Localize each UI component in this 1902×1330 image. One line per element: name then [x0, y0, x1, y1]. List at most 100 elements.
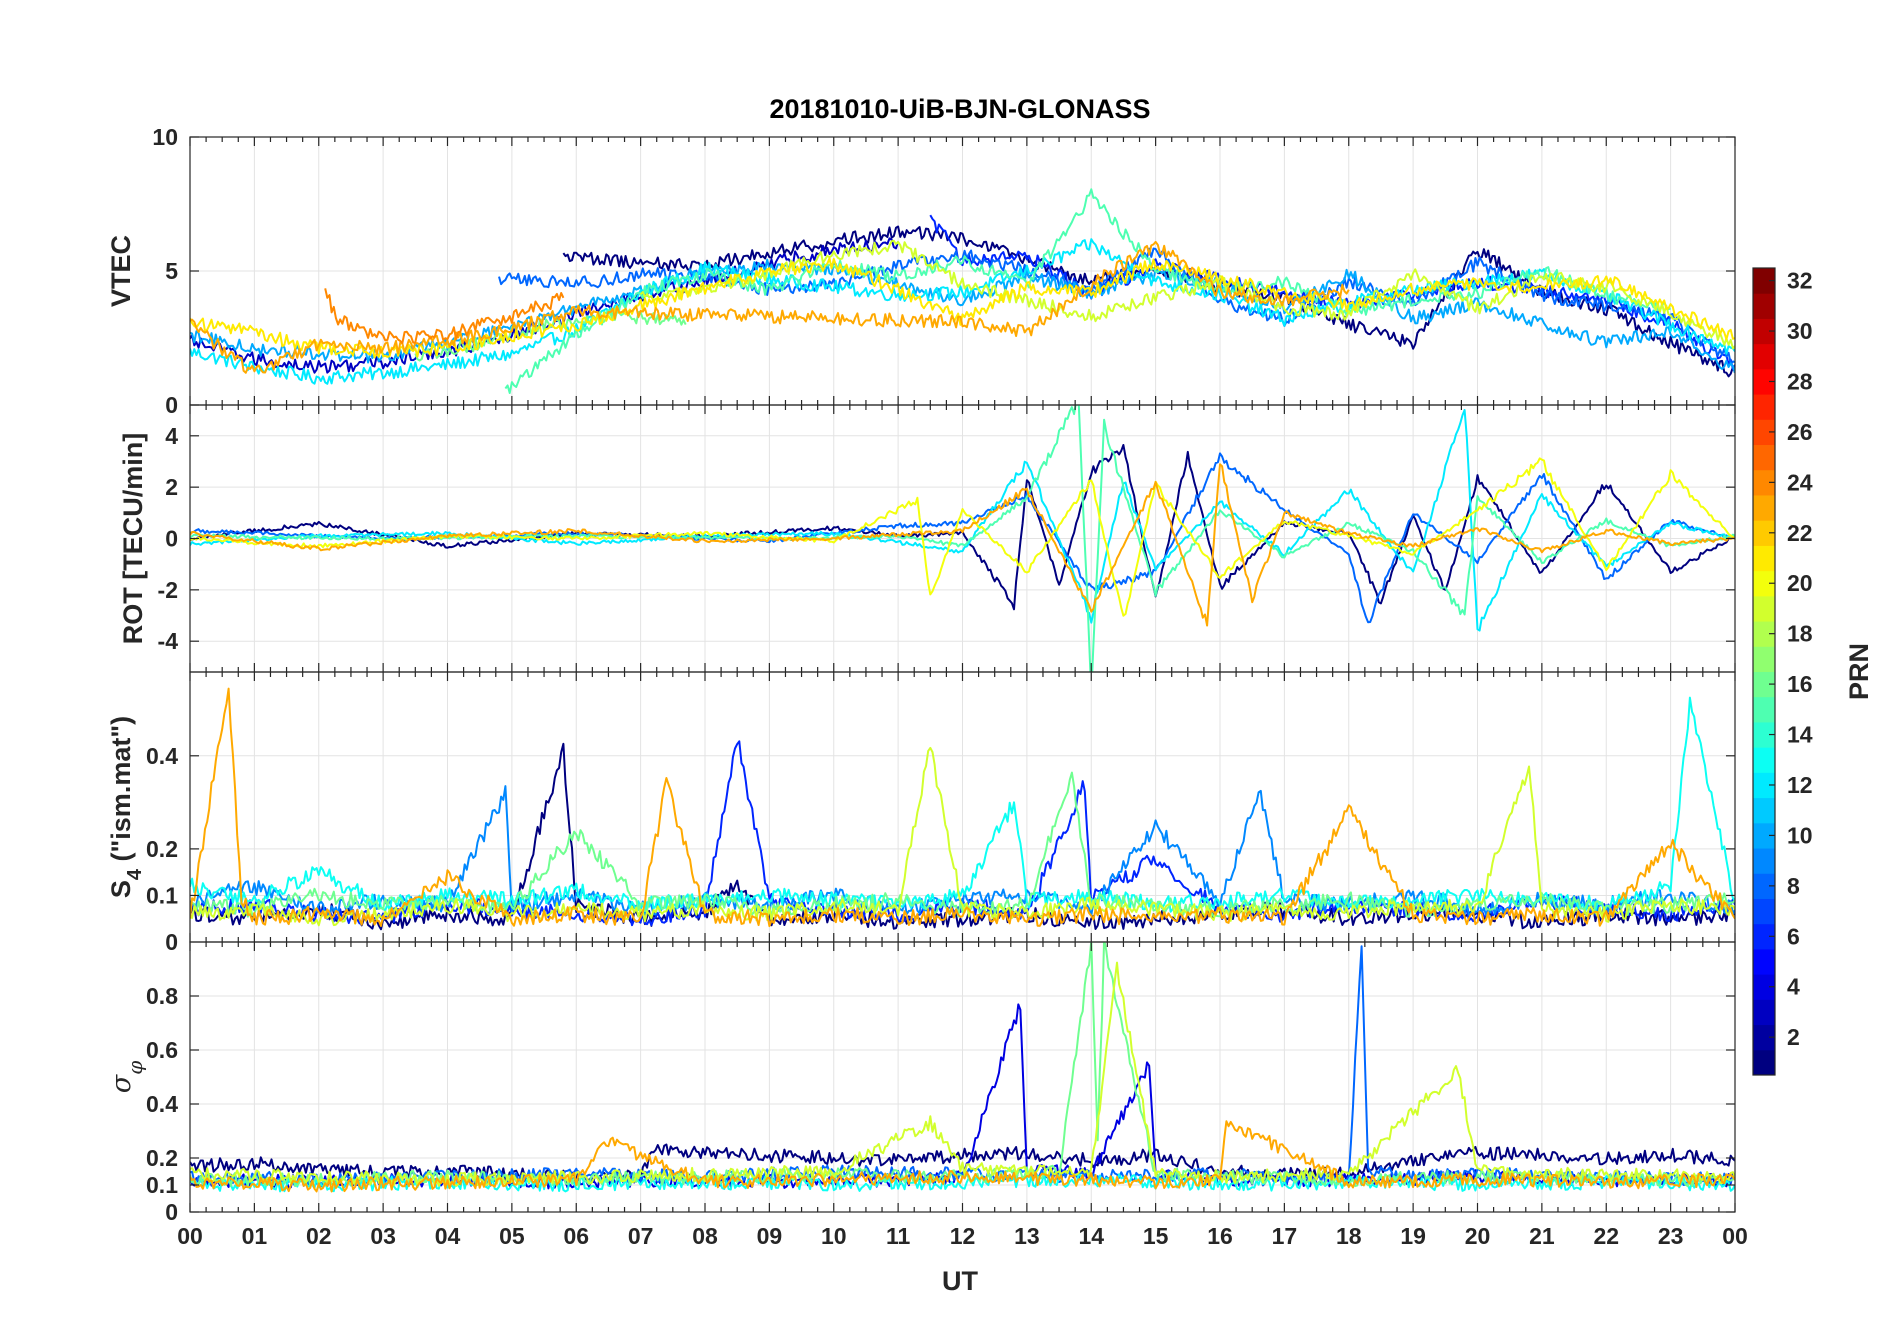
colorbar-swatch — [1753, 696, 1775, 723]
traces-vtec — [190, 188, 1735, 394]
ticks-rot — [189, 405, 1736, 672]
traces-s4 — [190, 687, 1735, 931]
colorbar-swatch — [1753, 545, 1775, 572]
x-tick-label: 11 — [886, 1223, 911, 1249]
x-tick-label: 09 — [757, 1223, 783, 1249]
colorbar-tick-label: 30 — [1787, 318, 1813, 344]
colorbar-swatch — [1753, 318, 1775, 345]
colorbar-tick-label: 24 — [1787, 469, 1813, 495]
colorbar-tick-label: 14 — [1787, 722, 1813, 748]
series-vtec-prn-10 — [190, 258, 1735, 374]
series-s4-prn-13 — [190, 696, 1735, 913]
colorbar-swatch — [1753, 444, 1775, 471]
x-tick-label: 08 — [692, 1223, 718, 1249]
series-sigma_phi-prn-23 — [190, 1120, 1735, 1193]
x-tick-label: 23 — [1658, 1223, 1684, 1249]
x-tick-label: 00 — [177, 1223, 203, 1249]
x-tick-label: 14 — [1078, 1223, 1104, 1249]
colorbar-swatch — [1753, 394, 1775, 420]
y-tick-label-top-sigma_phi: 0 — [165, 929, 178, 955]
x-tick-label: 22 — [1593, 1223, 1619, 1249]
colorbar-swatch — [1753, 999, 1775, 1026]
colorbar-swatch — [1753, 343, 1775, 370]
x-tick-label: 10 — [821, 1223, 847, 1249]
series-rot-prn-12 — [190, 409, 1735, 632]
series-vtec-prn-21 — [190, 257, 1735, 359]
colorbar-swatch — [1753, 797, 1775, 824]
y-tick-label-vtec: 0 — [165, 392, 178, 418]
colorbar-tick-label: 2 — [1787, 1024, 1800, 1050]
chart-title: 20181010-UiB-BJN-GLONASS — [769, 94, 1150, 124]
y-tick-label-vtec: 5 — [165, 258, 178, 284]
colorbar-tick-label: 22 — [1787, 520, 1813, 546]
colorbar-swatch — [1753, 898, 1775, 925]
colorbar-tick-label: 28 — [1787, 368, 1813, 394]
colorbar-tick-label: 12 — [1787, 772, 1813, 798]
panel-rot: -4 -2 0 2 4 ROT [TECU/min] — [118, 404, 1736, 673]
colorbar-swatch — [1753, 494, 1775, 521]
x-tick-label: 04 — [435, 1223, 461, 1249]
x-tick-label: 13 — [1014, 1223, 1040, 1249]
ticks-vtec — [189, 136, 1736, 406]
y-tick-label-rot: -4 — [158, 628, 179, 654]
y-tick-label-sigma_phi: 0.6 — [146, 1037, 178, 1063]
panel-s4: 0.1 0.2 0.4S4 ("ism.mat") — [106, 671, 1736, 943]
colorbar-swatch — [1753, 974, 1775, 1000]
series-vtec-prn-19 — [639, 239, 1735, 350]
colorbar-swatch — [1753, 721, 1775, 748]
x-tick-label: 02 — [306, 1223, 332, 1249]
x-tick-label: 07 — [628, 1223, 654, 1249]
series-s4-prn-23 — [190, 687, 1735, 928]
y-tick-label-rot: 0 — [165, 526, 178, 552]
colorbar-tick-label: 10 — [1787, 822, 1813, 848]
x-tick-label: 05 — [499, 1223, 525, 1249]
colorbar-tick-label: 4 — [1787, 974, 1800, 1000]
ticks-s4 — [189, 672, 1736, 942]
x-tick-label: 15 — [1143, 1223, 1169, 1249]
series-vtec-prn-15 — [504, 188, 1671, 394]
colorbar-swatch — [1753, 1024, 1775, 1051]
colorbar-frame — [1752, 267, 1776, 1076]
series-sigma_phi-prn-19 — [190, 961, 1735, 1187]
y-tick-label-sigma_phi: 0 — [165, 1199, 178, 1225]
colorbar-swatch — [1753, 923, 1775, 950]
y-axis-label-sigma_phi: σφ — [106, 1061, 147, 1093]
y-tick-label-sigma_phi: 0.4 — [146, 1091, 178, 1117]
colorbar-tick-label: 6 — [1787, 923, 1800, 949]
colorbar-tick-label: 16 — [1787, 671, 1813, 697]
series-rot-prn-23 — [190, 463, 1735, 627]
colorbar-swatch — [1753, 469, 1775, 496]
y-axis-label-rot: ROT [TECU/min] — [118, 433, 148, 644]
colorbar-tick-label: 26 — [1787, 419, 1813, 445]
x-axis-label: UT — [942, 1266, 978, 1296]
colorbar-swatch — [1753, 293, 1775, 319]
colorbar-swatch — [1753, 948, 1775, 975]
traces-sigma_phi — [190, 942, 1735, 1193]
series-vtec-prn-23 — [190, 240, 1350, 374]
x-tick-label: 12 — [950, 1223, 976, 1249]
x-tick-label: 17 — [1272, 1223, 1298, 1249]
x-tick-label: 16 — [1207, 1223, 1233, 1249]
colorbar-swatch — [1753, 419, 1775, 446]
ticks-sigma_phi — [189, 942, 1736, 1213]
colorbar-tick-label: 32 — [1787, 268, 1813, 294]
y-tick-label-s4: 0.1 — [146, 882, 178, 908]
x-tick-label: 18 — [1336, 1223, 1362, 1249]
x-tick-label: 00 — [1722, 1223, 1748, 1249]
colorbar-swatch — [1753, 368, 1775, 395]
y-axis-label-vtec: VTEC — [106, 235, 136, 307]
colorbar-swatch — [1753, 671, 1775, 698]
colorbar-swatch — [1753, 621, 1775, 647]
series-s4-prn-19 — [190, 746, 1735, 927]
colorbar-tick-label: 8 — [1787, 873, 1800, 899]
y-tick-label-vtec: 10 — [152, 124, 178, 150]
colorbar-swatch — [1753, 822, 1775, 849]
series-sigma_phi-prn-1 — [190, 1143, 1735, 1185]
colorbar-swatch — [1753, 747, 1775, 773]
y-tick-label-s4: 0.2 — [146, 836, 178, 862]
x-tick-label: 01 — [242, 1223, 268, 1249]
x-tick-label: 06 — [563, 1223, 589, 1249]
colorbar-tick-label: 18 — [1787, 621, 1813, 647]
